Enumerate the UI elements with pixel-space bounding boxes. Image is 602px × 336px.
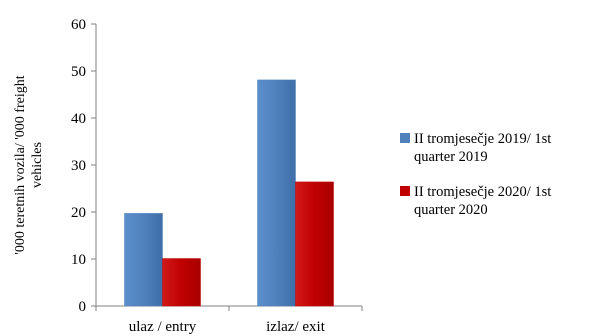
legend-item: II tromjesečje 2020/ 1st quarter 2020 bbox=[400, 184, 551, 218]
x-category-label: izlaz/ exit bbox=[266, 319, 326, 335]
bar-series-1-entry bbox=[162, 258, 201, 307]
bar-series-0-entry bbox=[124, 213, 163, 307]
y-tick-label: 50 bbox=[71, 64, 86, 80]
x-axis: ulaz / entry izlaz/ exit bbox=[95, 305, 363, 335]
y-tick-label: 60 bbox=[71, 17, 86, 33]
legend-swatch bbox=[400, 133, 410, 143]
bar-series-1-exit bbox=[295, 181, 334, 307]
y-axis: 0 10 20 30 40 50 60 bbox=[71, 17, 97, 315]
y-tick-label: 30 bbox=[71, 158, 86, 174]
legend-label-line: II tromjesečje 2019/ 1st bbox=[414, 131, 551, 147]
y-tick-label: 10 bbox=[71, 252, 86, 268]
y-axis-title-group: '000 teretnih vozila/ '000 freight vehicl… bbox=[13, 75, 45, 254]
legend-label-line: quarter 2020 bbox=[414, 202, 488, 218]
y-tick-label: 20 bbox=[71, 205, 86, 221]
y-axis-title-line: vehicles bbox=[30, 142, 45, 188]
y-tick-label: 0 bbox=[79, 299, 87, 315]
y-axis-title-line: '000 teretnih vozila/ '000 freight bbox=[13, 75, 28, 254]
y-axis-title: '000 teretnih vozila/ '000 freight vehicl… bbox=[13, 75, 45, 254]
bar-series-0-exit bbox=[257, 79, 296, 307]
x-category-label: ulaz / entry bbox=[129, 319, 197, 335]
legend-swatch bbox=[400, 186, 410, 196]
y-tick-label: 40 bbox=[71, 111, 86, 127]
legend-item: II tromjesečje 2019/ 1st quarter 2019 bbox=[400, 131, 551, 165]
bars bbox=[124, 79, 334, 307]
legend-label-line: II tromjesečje 2020/ 1st bbox=[414, 184, 551, 200]
legend-label-line: quarter 2019 bbox=[414, 149, 488, 165]
